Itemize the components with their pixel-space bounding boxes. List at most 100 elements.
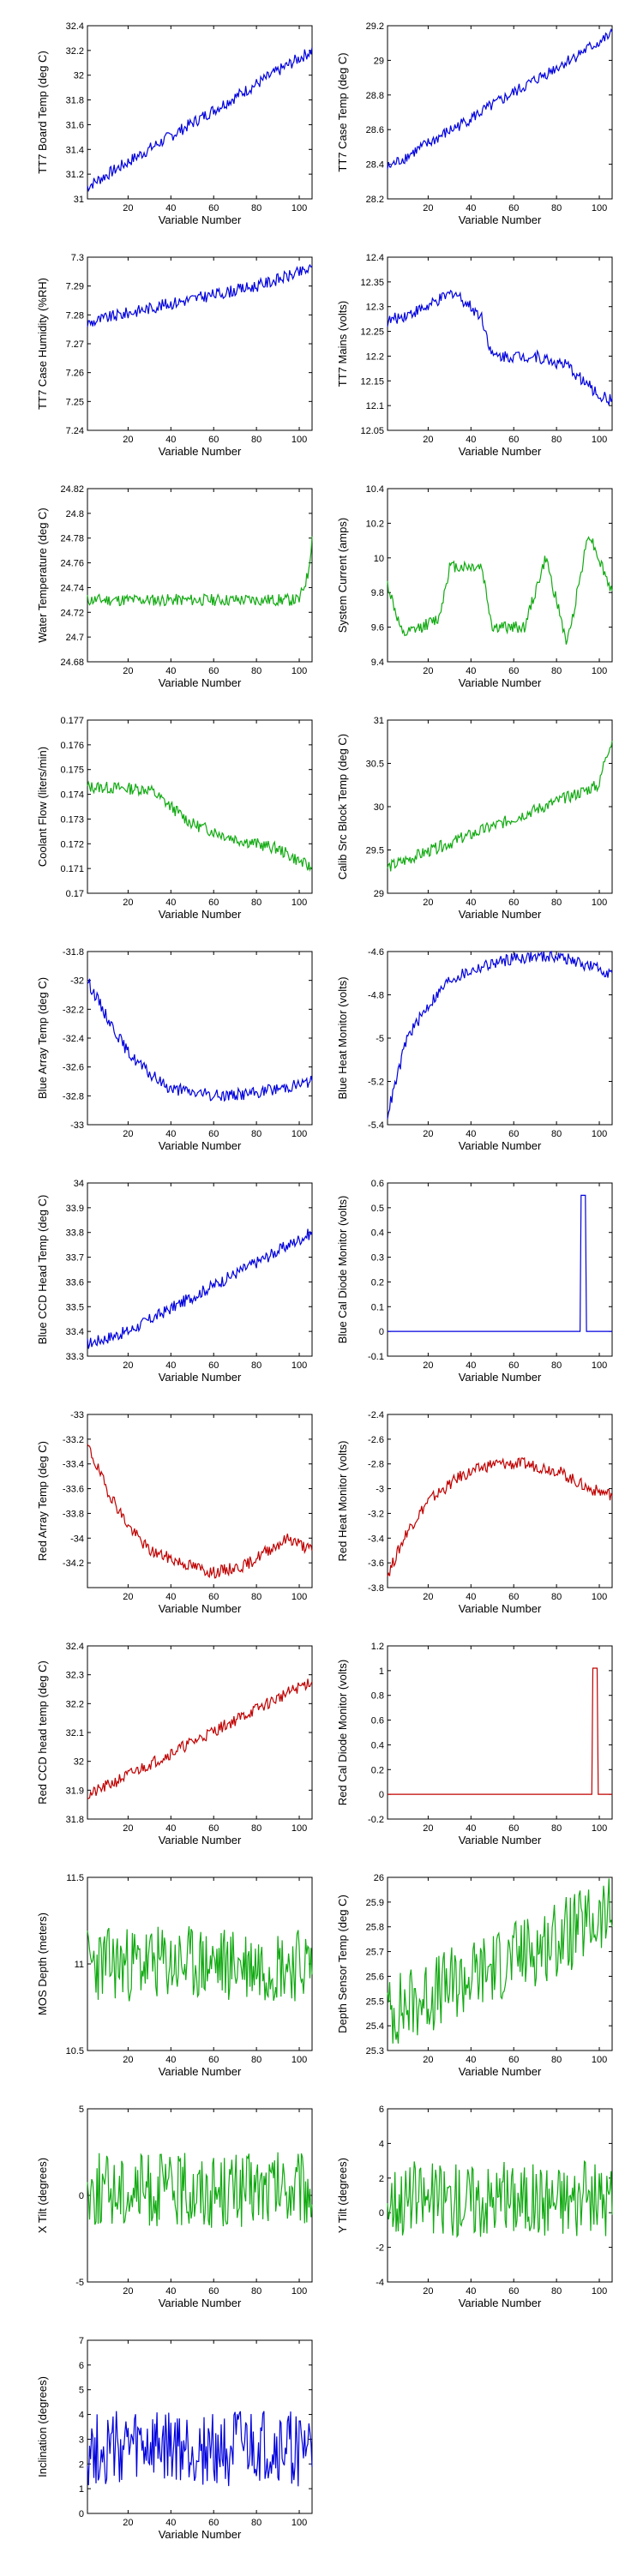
chart-12: 20 40 60 80 100 -0.1 0 0.1 0.2 0.3 0.4 0.5 0.6 Variab… (336, 1179, 613, 1384)
chart-15: 20 40 60 80 100 31.8 31.9 32 32.1 32.2 32.3 32.4 Var… (36, 1642, 313, 1846)
x-axis-label: Variable Number (459, 1602, 542, 1615)
y-tick-label: 25.7 (366, 1948, 384, 1958)
y-tick-label: 2 (379, 2174, 384, 2184)
y-tick-label: 25.4 (366, 2021, 384, 2032)
y-axis-label: Red CCD head temp (deg C) (36, 1660, 49, 1804)
y-tick-label: 10 (374, 554, 384, 564)
x-tick-label: 40 (466, 2286, 476, 2297)
x-tick-label: 60 (208, 1592, 219, 1602)
plot-frame (87, 719, 313, 894)
chart-6: 20 40 60 80 100 9.4 9.6 9.8 10 10.2 10.4 Variable N… (336, 484, 613, 689)
x-tick-label: 100 (592, 1360, 607, 1371)
y-tick-label: 6 (379, 2105, 384, 2115)
y-tick-label: 0 (79, 2191, 84, 2201)
chart-1: 20 40 60 80 100 31 31.2 31.4 31.6 31.8 32 32.2 32.4 V… (36, 21, 313, 226)
y-tick-label: 9.4 (371, 658, 384, 668)
plot-frame (387, 25, 613, 200)
x-tick-label: 100 (291, 1592, 307, 1602)
x-tick-label: 40 (165, 898, 176, 908)
plot-frame (87, 1645, 313, 1820)
y-tick-label: 30.5 (366, 760, 384, 770)
y-axis-label: Coolant Flow (liters/min) (36, 747, 49, 867)
x-tick-label: 60 (508, 1360, 519, 1371)
series-line (87, 2152, 313, 2228)
x-tick-label: 60 (208, 666, 219, 676)
x-tick-label: 80 (251, 2518, 261, 2528)
x-tick-label: 20 (123, 2055, 133, 2065)
series-line (87, 1444, 313, 1579)
y-tick-label: 33.9 (66, 1204, 84, 1214)
y-tick-label: 29.2 (366, 21, 384, 32)
plot-frame (387, 951, 613, 1126)
y-tick-label: 12.15 (360, 376, 384, 387)
x-tick-label: 20 (123, 1360, 133, 1371)
y-tick-label: -5 (75, 2278, 84, 2288)
y-tick-label: 11.5 (66, 1873, 84, 1883)
y-tick-label: 29 (374, 56, 384, 66)
x-tick-label: 40 (165, 2286, 176, 2297)
y-tick-label: 0 (379, 1327, 384, 1337)
y-tick-label: 11 (75, 1960, 84, 1970)
x-tick-label: 80 (251, 1129, 261, 1139)
x-tick-label: 100 (291, 1823, 307, 1834)
y-tick-label: 25.9 (366, 1898, 384, 1908)
y-tick-label: 28.4 (366, 160, 384, 171)
x-tick-label: 80 (251, 2055, 261, 2065)
chart-20: 20 40 60 80 100 -4 -2 0 2 4 6 Variable Number Y Tilt… (336, 2105, 613, 2309)
series-line (87, 263, 313, 327)
x-axis-label: Variable Number (159, 1602, 242, 1615)
plot-frame (387, 1182, 613, 1357)
y-tick-label: -2.4 (368, 1410, 384, 1420)
y-tick-label: 31.8 (66, 96, 84, 106)
y-tick-label: 0 (379, 2208, 384, 2219)
y-tick-label: 7.25 (66, 397, 84, 407)
x-axis-label: Variable Number (159, 908, 242, 921)
x-tick-label: 20 (423, 1360, 433, 1371)
y-tick-label: 0.4 (371, 1740, 384, 1750)
x-tick-label: 40 (165, 2055, 176, 2065)
x-axis-label: Variable Number (459, 1139, 542, 1152)
chart-18: 20 40 60 80 100 25.3 25.4 25.5 25.6 25.7 25.8 25.9 2… (336, 1873, 613, 2078)
x-tick-label: 80 (551, 1129, 562, 1139)
x-tick-label: 60 (508, 666, 519, 676)
y-tick-label: 5 (79, 2386, 84, 2396)
y-tick-label: 32.2 (66, 1699, 84, 1709)
x-tick-label: 100 (291, 2055, 307, 2065)
y-tick-label: 0.6 (371, 1179, 384, 1189)
x-tick-label: 100 (291, 203, 307, 213)
y-tick-label: -32.6 (63, 1063, 84, 1073)
y-tick-label: 31 (374, 716, 384, 726)
y-tick-label: -33.6 (63, 1485, 84, 1495)
series-line (87, 978, 313, 1102)
x-tick-label: 60 (508, 1823, 519, 1834)
y-axis-label: Calib Src Block Temp (deg C) (336, 734, 349, 880)
x-tick-label: 80 (251, 666, 261, 676)
x-tick-label: 20 (123, 1823, 133, 1834)
y-tick-label: -2.6 (368, 1435, 384, 1445)
plot-frame (387, 1414, 613, 1588)
y-axis-label: X Tilt (degrees) (36, 2158, 49, 2233)
x-axis-label: Variable Number (459, 1371, 542, 1384)
y-tick-label: 7.3 (71, 253, 84, 263)
x-tick-label: 20 (423, 666, 433, 676)
y-tick-label: 30 (374, 802, 384, 813)
y-tick-label: 32 (74, 1757, 84, 1768)
y-axis-label: TT7 Case Temp (deg C) (336, 52, 349, 171)
x-axis-label: Variable Number (459, 445, 542, 458)
x-tick-label: 40 (466, 1129, 476, 1139)
y-tick-label: -2.8 (368, 1460, 384, 1470)
y-tick-label: -33.4 (63, 1460, 84, 1470)
x-axis-label: Variable Number (159, 2065, 242, 2078)
x-axis-label: Variable Number (459, 1834, 542, 1846)
y-tick-label: 12.3 (366, 303, 384, 313)
x-tick-label: 40 (466, 1823, 476, 1834)
series-line (387, 289, 613, 405)
y-tick-label: 31.8 (66, 1815, 84, 1825)
y-tick-label: 10.4 (366, 484, 384, 495)
x-tick-label: 80 (551, 2055, 562, 2065)
x-tick-label: 40 (165, 435, 176, 445)
y-tick-label: -3.6 (368, 1558, 384, 1569)
chart-13: 20 40 60 80 100 -34.2 -34 -33.8 -33.6 -33.4 -33.2 -… (36, 1410, 313, 1615)
series-line (87, 2411, 313, 2487)
series-line (387, 27, 613, 170)
